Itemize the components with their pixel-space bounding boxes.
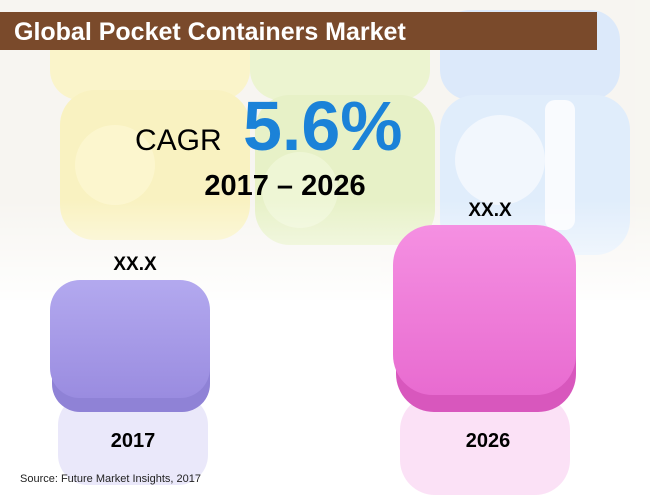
container-2026: [393, 225, 576, 495]
year-label: 2026: [466, 430, 511, 452]
cagr-period: 2017 – 2026: [204, 170, 365, 202]
value-label: XX.X: [468, 200, 512, 221]
title-bar: [0, 12, 597, 50]
source: Source: Future Market Insights, 2017: [20, 473, 201, 485]
cagr-value: 5.6%: [243, 87, 403, 165]
year-label: 2017: [111, 430, 156, 452]
title: Global Pocket Containers Market: [14, 18, 406, 46]
cagr-label: CAGR: [135, 124, 222, 157]
value-label: XX.X: [113, 254, 157, 275]
container-2017: [50, 280, 210, 485]
